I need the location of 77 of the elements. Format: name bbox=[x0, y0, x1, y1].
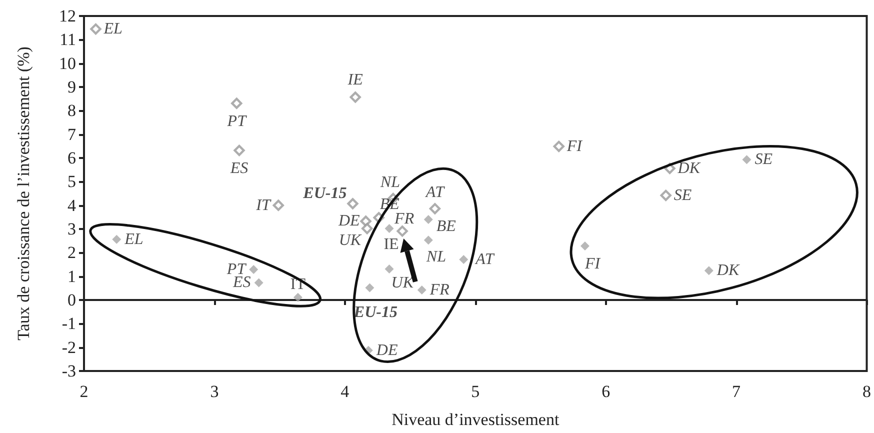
point bbox=[249, 264, 258, 274]
annotation: IE bbox=[384, 236, 399, 254]
annotation: FR bbox=[428, 282, 450, 299]
annotation: NL bbox=[379, 174, 400, 191]
x-tick-label: 5 bbox=[471, 382, 480, 401]
annotation: FI bbox=[584, 256, 601, 273]
x-tick-label: 4 bbox=[340, 382, 350, 401]
point bbox=[293, 292, 302, 302]
annotation: FI bbox=[566, 138, 583, 155]
y-tick-label: 8 bbox=[68, 101, 76, 120]
y-tick-label: 12 bbox=[59, 6, 76, 26]
y-tick-label: -1 bbox=[62, 314, 76, 334]
point bbox=[417, 286, 426, 295]
x-tick-label: 3 bbox=[210, 382, 219, 401]
point bbox=[90, 23, 102, 35]
x-tick-label: 8 bbox=[862, 382, 871, 401]
point bbox=[429, 203, 441, 214]
annotation: SE bbox=[674, 186, 692, 204]
point bbox=[660, 190, 672, 201]
annotation: UK bbox=[338, 232, 362, 250]
annotation: EL bbox=[102, 20, 123, 38]
x-tick-label: 7 bbox=[732, 382, 742, 401]
point bbox=[459, 255, 468, 264]
y-tick-label: 10 bbox=[59, 54, 76, 73]
point bbox=[347, 198, 358, 210]
point bbox=[384, 264, 394, 274]
y-tick-label: 4 bbox=[68, 196, 76, 215]
y-tick-label: 7 bbox=[68, 124, 76, 144]
y-tick-label: 1 bbox=[68, 266, 76, 286]
point bbox=[424, 236, 433, 245]
point bbox=[424, 215, 433, 224]
point bbox=[396, 226, 408, 237]
y-axis-title: Taux de croissance de l’investissement (%) bbox=[14, 46, 33, 340]
annotation: EU-15 bbox=[352, 304, 398, 322]
point bbox=[580, 242, 590, 251]
annotation: DK bbox=[676, 160, 702, 177]
x-tick-label: 6 bbox=[602, 382, 610, 401]
y-tick-label: 9 bbox=[68, 78, 76, 96]
annotation: DE bbox=[337, 212, 360, 230]
annotation: DE bbox=[375, 342, 398, 359]
annotation: DK bbox=[716, 262, 740, 280]
annotation: AT bbox=[424, 184, 446, 202]
y-tick-label: 5 bbox=[68, 172, 76, 192]
y-tick-label: -2 bbox=[62, 338, 76, 357]
y-tick-label: 6 bbox=[68, 148, 76, 168]
annotation: SE bbox=[754, 151, 773, 168]
annotation: NL bbox=[425, 248, 446, 266]
annotation: EL bbox=[124, 230, 144, 248]
y-tick-label: 2 bbox=[68, 243, 76, 262]
point bbox=[704, 266, 714, 276]
annotation: AT bbox=[474, 251, 495, 268]
point bbox=[553, 140, 564, 152]
annotation: ES bbox=[229, 160, 248, 177]
point bbox=[272, 200, 284, 211]
y-tick-label: 0 bbox=[68, 290, 76, 310]
y-tick-label: 3 bbox=[68, 220, 76, 238]
point bbox=[231, 98, 242, 109]
y-tick-label: -3 bbox=[62, 362, 76, 380]
annotation: UK bbox=[391, 274, 415, 292]
x-axis-title: Niveau d’investissement bbox=[392, 410, 560, 429]
point bbox=[742, 155, 752, 164]
point bbox=[112, 234, 122, 244]
point bbox=[361, 222, 373, 234]
point bbox=[254, 278, 264, 288]
x-tick-label: 2 bbox=[80, 382, 88, 401]
point bbox=[360, 216, 372, 227]
annotation: BE bbox=[436, 218, 456, 236]
point bbox=[350, 92, 361, 103]
annotation: IE bbox=[346, 72, 364, 89]
point bbox=[384, 224, 394, 234]
y-tick-label: 11 bbox=[60, 30, 76, 50]
annotation: PT bbox=[226, 112, 248, 130]
point bbox=[365, 283, 374, 292]
annotation: IT bbox=[255, 196, 272, 214]
point bbox=[234, 144, 245, 156]
annotation: FR bbox=[394, 210, 414, 228]
annotation: EU-15 bbox=[302, 185, 347, 202]
